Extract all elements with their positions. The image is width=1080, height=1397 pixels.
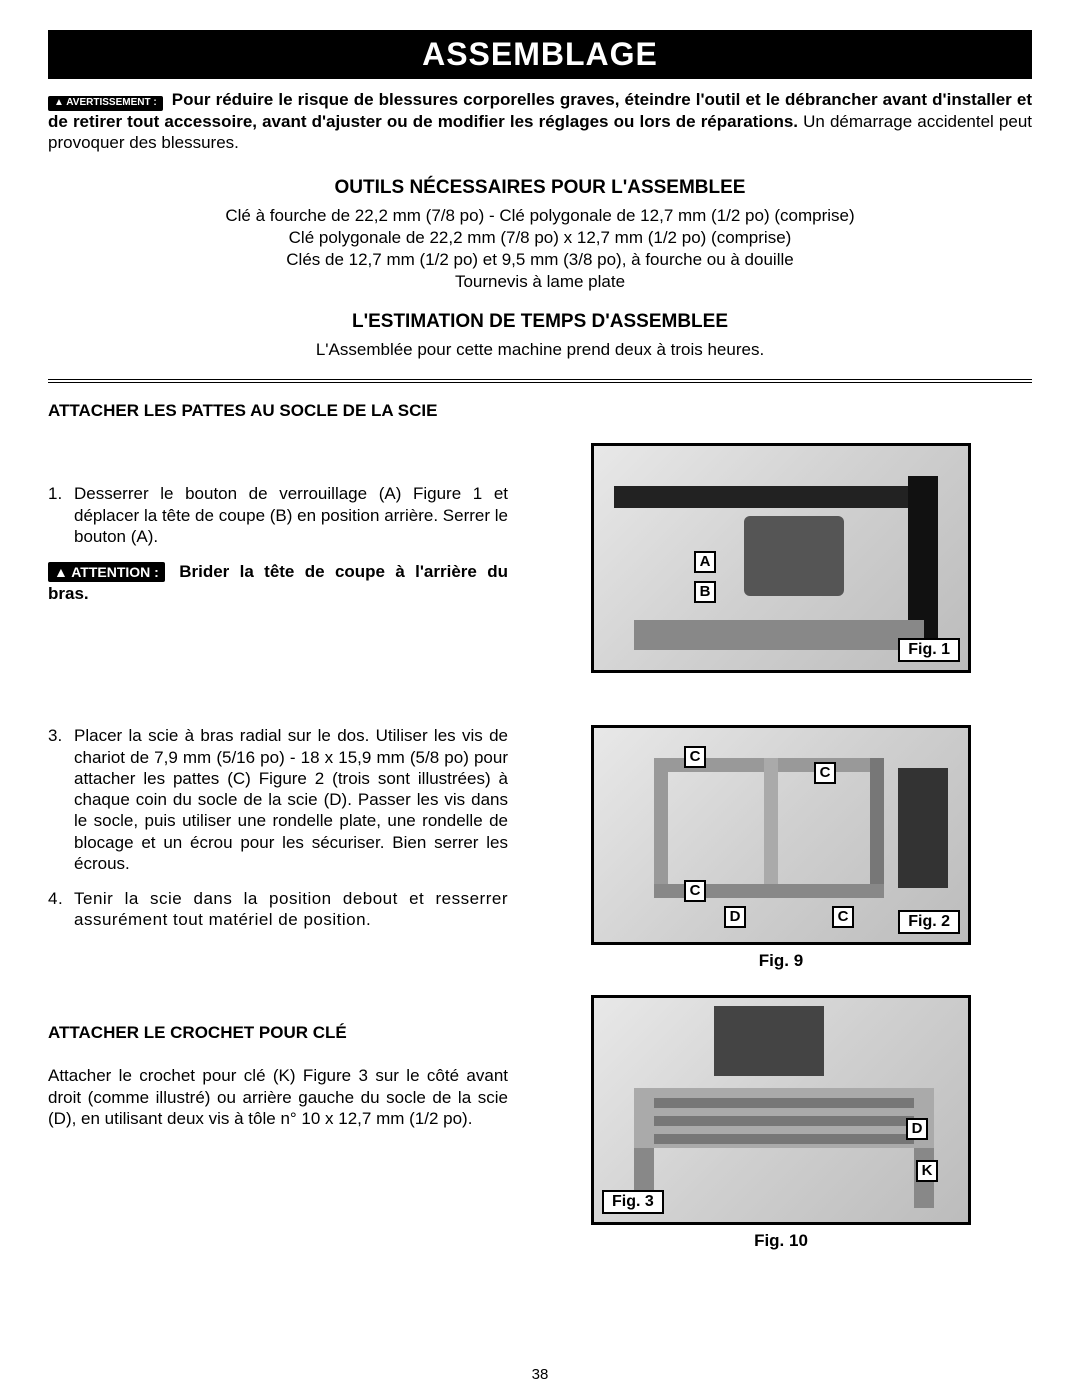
tools-line-4: Tournevis à lame plate — [48, 271, 1032, 293]
fig3-callout-d: D — [906, 1118, 928, 1140]
time-text: L'Assemblée pour cette machine prend deu… — [48, 339, 1032, 361]
step-1-num: 1. — [48, 483, 74, 547]
row1-right: A B Fig. 1 — [530, 443, 1032, 679]
tools-line-2: Clé polygonale de 22,2 mm (7/8 po) x 12,… — [48, 227, 1032, 249]
fig2-callout-c4: C — [832, 906, 854, 928]
tools-line-3: Clés de 12,7 mm (1/2 po) et 9,5 mm (3/8 … — [48, 249, 1032, 271]
double-rule — [48, 379, 1032, 383]
row2-right: C C C C D Fig. 2 Fig. 9 — [530, 725, 1032, 995]
fig2-callout-c2: C — [814, 762, 836, 784]
row3-right: D K Fig. 3 Fig. 10 — [530, 995, 1032, 1275]
figure-1: A B Fig. 1 — [591, 443, 971, 673]
tools-list: Clé à fourche de 22,2 mm (7/8 po) - Clé … — [48, 205, 1032, 293]
row1-left: 1. Desserrer le bouton de verrouillage (… — [48, 443, 508, 679]
step-1-text: Desserrer le bouton de verrouillage (A) … — [74, 483, 508, 547]
step-4-text: Tenir la scie dans la position debout et… — [74, 888, 508, 931]
fig3-below-caption: Fig. 10 — [754, 1231, 808, 1251]
fig1-callout-b: B — [694, 581, 716, 603]
attention-block: ▲ ATTENTION : Brider la tête de coupe à … — [48, 561, 508, 605]
fig2-below-caption: Fig. 9 — [759, 951, 803, 971]
step-3-num: 3. — [48, 725, 74, 874]
row-3: ATTACHER LE CROCHET POUR CLÉ Attacher le… — [48, 995, 1032, 1275]
row3-left: ATTACHER LE CROCHET POUR CLÉ Attacher le… — [48, 995, 508, 1275]
time-heading: L'ESTIMATION DE TEMPS D'ASSEMBLEE — [48, 311, 1032, 333]
fig2-callout-c3: C — [684, 880, 706, 902]
fig1-callout-a: A — [694, 551, 716, 573]
fig3-label: Fig. 3 — [602, 1190, 664, 1214]
fig2-callout-d: D — [724, 906, 746, 928]
section2-text: Attacher le crochet pour clé (K) Figure … — [48, 1065, 508, 1129]
step-1: 1. Desserrer le bouton de verrouillage (… — [48, 483, 508, 547]
warning-badge: ▲ AVERTISSEMENT : — [48, 96, 163, 111]
section2-heading: ATTACHER LE CROCHET POUR CLÉ — [48, 1023, 508, 1043]
figure-3: D K Fig. 3 — [591, 995, 971, 1225]
attention-badge: ▲ ATTENTION : — [48, 562, 165, 582]
row-2: 3. Placer la scie à bras radial sur le d… — [48, 725, 1032, 995]
page-banner: ASSEMBLAGE — [48, 30, 1032, 79]
tools-line-1: Clé à fourche de 22,2 mm (7/8 po) - Clé … — [48, 205, 1032, 227]
figure-2: C C C C D Fig. 2 — [591, 725, 971, 945]
row2-left: 3. Placer la scie à bras radial sur le d… — [48, 725, 508, 995]
fig2-label: Fig. 2 — [898, 910, 960, 934]
step-3: 3. Placer la scie à bras radial sur le d… — [48, 725, 508, 874]
step-4: 4. Tenir la scie dans la position debout… — [48, 888, 508, 931]
fig1-label: Fig. 1 — [898, 638, 960, 662]
row-1: 1. Desserrer le bouton de verrouillage (… — [48, 443, 1032, 679]
fig3-callout-k: K — [916, 1160, 938, 1182]
step-3-text: Placer la scie à bras radial sur le dos.… — [74, 725, 508, 874]
warning-paragraph: ▲ AVERTISSEMENT : Pour réduire le risque… — [48, 89, 1032, 153]
tools-heading: OUTILS NÉCESSAIRES POUR L'ASSEMBLEE — [48, 177, 1032, 199]
step-4-num: 4. — [48, 888, 74, 931]
fig2-callout-c1: C — [684, 746, 706, 768]
section1-heading: ATTACHER LES PATTES AU SOCLE DE LA SCIE — [48, 401, 1032, 421]
page-number: 38 — [0, 1366, 1080, 1383]
